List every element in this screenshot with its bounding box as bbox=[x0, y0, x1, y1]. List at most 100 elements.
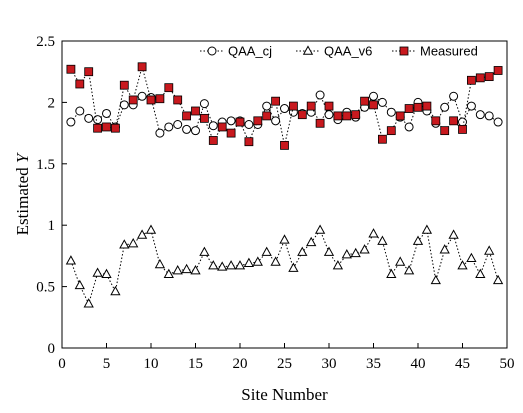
data-point-qaa-v6 bbox=[430, 274, 441, 285]
legend-item-qaa-cj: QAA_cj bbox=[200, 44, 272, 59]
data-point-qaa-v6 bbox=[172, 265, 183, 275]
data-point-qaa-cj bbox=[244, 120, 254, 130]
y-tick-label: 1.5 bbox=[36, 157, 55, 173]
data-point-qaa-cj bbox=[66, 117, 76, 127]
legend-label-qaa-cj: QAA_cj bbox=[228, 44, 272, 59]
data-point-qaa-cj bbox=[458, 117, 467, 127]
data-point-measured bbox=[440, 126, 450, 136]
data-point-qaa-cj bbox=[377, 97, 387, 107]
data-point-measured bbox=[244, 137, 254, 147]
legend-label-measured: Measured bbox=[420, 44, 478, 59]
data-point-qaa-v6 bbox=[136, 229, 148, 239]
data-point-qaa-v6 bbox=[457, 260, 468, 270]
data-point-qaa-v6 bbox=[163, 268, 174, 279]
data-point-qaa-cj bbox=[226, 116, 236, 126]
data-point-measured bbox=[164, 83, 174, 93]
data-point-qaa-v6 bbox=[181, 263, 192, 274]
data-point-measured bbox=[280, 140, 289, 150]
data-point-qaa-cj bbox=[208, 121, 218, 131]
data-point-qaa-v6 bbox=[395, 256, 406, 266]
data-point-qaa-v6 bbox=[377, 235, 388, 245]
data-point-qaa-cj bbox=[493, 117, 503, 127]
data-point-measured bbox=[431, 116, 441, 126]
data-point-measured bbox=[413, 102, 423, 112]
y-axis-title-prefix: Estimated bbox=[13, 163, 32, 235]
data-point-qaa-v6 bbox=[341, 249, 352, 259]
series-measured bbox=[66, 62, 503, 150]
y-tick-label: 2.5 bbox=[36, 34, 55, 50]
data-point-qaa-v6 bbox=[83, 298, 94, 308]
data-point-qaa-cj bbox=[466, 101, 476, 111]
data-point-qaa-cj bbox=[191, 126, 200, 136]
data-point-qaa-v6 bbox=[288, 262, 299, 272]
data-point-measured bbox=[208, 136, 218, 145]
data-point-qaa-cj bbox=[155, 128, 165, 138]
data-point-measured bbox=[484, 72, 494, 82]
data-point-measured bbox=[102, 122, 111, 132]
data-point-qaa-v6 bbox=[101, 268, 112, 279]
data-point-measured bbox=[404, 104, 414, 113]
y-tick-label: 0.5 bbox=[36, 280, 55, 296]
data-point-qaa-v6 bbox=[92, 267, 103, 277]
data-point-measured bbox=[395, 111, 405, 121]
data-point-measured bbox=[84, 67, 94, 77]
data-point-measured bbox=[66, 64, 76, 74]
data-point-qaa-v6 bbox=[368, 228, 379, 238]
data-point-qaa-v6 bbox=[466, 252, 477, 263]
legend-label-qaa-v6: QAA_v6 bbox=[324, 44, 372, 59]
data-point-qaa-cj bbox=[449, 91, 459, 101]
data-point-qaa-v6 bbox=[403, 265, 415, 275]
data-point-qaa-v6 bbox=[225, 260, 237, 270]
data-point-measured bbox=[128, 95, 138, 105]
data-point-qaa-v6 bbox=[119, 239, 130, 249]
data-point-qaa-v6 bbox=[484, 245, 495, 255]
data-point-qaa-cj bbox=[484, 111, 494, 121]
data-point-measured bbox=[182, 111, 192, 121]
data-point-qaa-v6 bbox=[234, 260, 246, 270]
data-point-qaa-v6 bbox=[323, 246, 335, 256]
data-point-qaa-cj bbox=[369, 91, 378, 101]
data-point-measured bbox=[466, 75, 476, 85]
data-point-measured bbox=[422, 101, 432, 111]
x-tick-label: 40 bbox=[411, 356, 426, 372]
data-point-qaa-v6 bbox=[439, 244, 450, 254]
data-point-measured bbox=[306, 101, 316, 111]
data-point-qaa-cj bbox=[262, 101, 272, 111]
data-point-measured bbox=[173, 95, 183, 105]
x-tick-label: 25 bbox=[277, 356, 292, 372]
y-tick-label: 2 bbox=[48, 95, 56, 111]
data-point-measured bbox=[342, 111, 352, 121]
data-point-qaa-cj bbox=[440, 102, 450, 112]
data-point-qaa-v6 bbox=[297, 246, 308, 256]
data-point-measured bbox=[111, 123, 120, 133]
data-point-measured bbox=[333, 111, 343, 121]
legend-marker-measured bbox=[399, 46, 409, 56]
data-point-qaa-cj bbox=[386, 107, 396, 117]
data-point-qaa-v6 bbox=[243, 257, 255, 267]
data-point-qaa-v6 bbox=[208, 260, 219, 270]
data-point-qaa-v6 bbox=[199, 246, 210, 256]
data-point-qaa-cj bbox=[271, 116, 281, 126]
x-tick-label: 10 bbox=[144, 356, 159, 372]
data-point-qaa-cj bbox=[164, 122, 174, 132]
data-point-measured bbox=[315, 118, 325, 128]
data-point-qaa-v6 bbox=[492, 274, 504, 285]
data-point-measured bbox=[226, 128, 236, 138]
data-point-measured bbox=[458, 125, 467, 134]
data-point-qaa-cj bbox=[182, 124, 192, 134]
x-tick-label: 0 bbox=[58, 356, 66, 372]
plot-area bbox=[61, 40, 508, 349]
data-point-measured bbox=[146, 95, 156, 105]
data-point-qaa-v6 bbox=[190, 265, 201, 275]
x-tick-label: 50 bbox=[500, 356, 515, 372]
x-tick-label: 30 bbox=[322, 356, 337, 372]
data-point-measured bbox=[271, 96, 281, 106]
data-point-qaa-cj bbox=[119, 100, 129, 110]
data-point-qaa-v6 bbox=[350, 247, 361, 258]
legend: QAA_cj QAA_v6 Measured bbox=[200, 44, 478, 59]
x-axis-ticks: 0 5 10 15 20 25 30 35 40 45 50 bbox=[58, 343, 515, 372]
data-point-measured bbox=[75, 79, 85, 89]
data-point-qaa-v6 bbox=[261, 246, 272, 256]
data-point-qaa-cj bbox=[280, 104, 289, 114]
data-point-qaa-cj bbox=[102, 108, 111, 118]
